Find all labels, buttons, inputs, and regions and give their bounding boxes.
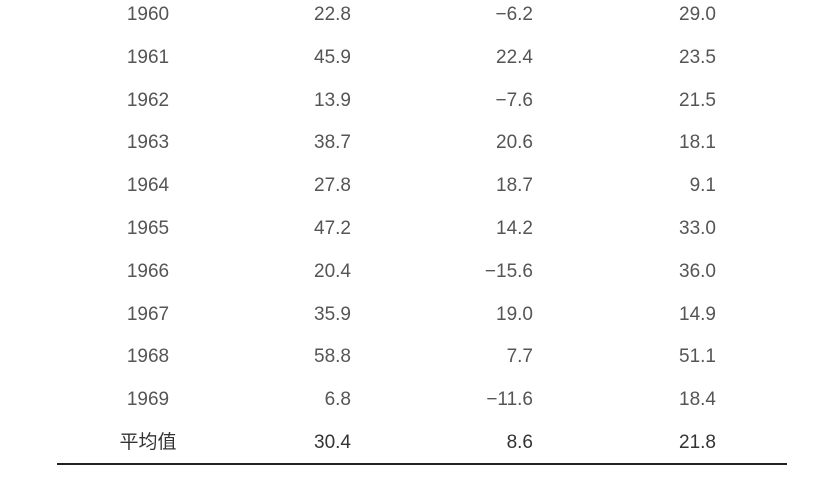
row-label: 1962 [126, 89, 170, 111]
table-cell: 38.7 [314, 132, 351, 154]
table-cell: −7.6 [495, 89, 533, 111]
table-cell: 6.8 [324, 389, 351, 411]
table-cell: 14.2 [496, 218, 533, 239]
table-cell: −11.6 [486, 389, 533, 411]
table-cell: 8.6 [506, 432, 533, 453]
row-label: 1960 [126, 4, 170, 25]
table-cell: 47.2 [314, 218, 351, 239]
table-cell: 7.7 [506, 346, 533, 368]
table-cell: 22.4 [496, 46, 533, 68]
table-cell: 36.0 [679, 260, 716, 282]
table-cell: −6.2 [495, 4, 533, 25]
row-label: 1961 [126, 46, 170, 68]
table-cell: 27.8 [314, 175, 351, 197]
row-label: 1965 [126, 218, 170, 239]
table-cell: 20.4 [314, 260, 351, 282]
row-label: 1964 [126, 175, 170, 197]
row-label: 平均值 [119, 432, 177, 453]
table-cell: 29.0 [679, 4, 716, 25]
table-cell: 21.8 [679, 432, 716, 453]
table-cell: 51.1 [679, 346, 716, 368]
table-cell: 14.9 [679, 303, 716, 325]
row-label: 1967 [126, 303, 170, 325]
table-cell: 20.6 [496, 132, 533, 154]
table-cell: 58.8 [314, 346, 351, 368]
table-cell: 9.1 [689, 175, 716, 197]
row-label: 1969 [126, 389, 170, 411]
row-label: 1963 [126, 132, 170, 154]
table-cell: 18.4 [679, 389, 716, 411]
table-cell: 18.7 [496, 175, 533, 197]
table-cell: 22.8 [314, 4, 351, 25]
table-cell: 45.9 [314, 46, 351, 68]
table-cell: 19.0 [496, 303, 533, 325]
row-label: 1968 [126, 346, 170, 368]
table-cell: 21.5 [679, 89, 716, 111]
table-cell: 33.0 [679, 218, 716, 239]
table-cell: 13.9 [314, 89, 351, 111]
bottom-rule [57, 463, 787, 465]
table-cell: 35.9 [314, 303, 351, 325]
row-label: 1966 [126, 260, 170, 282]
table-cell: 23.5 [679, 46, 716, 68]
table-cell: −15.6 [484, 260, 533, 282]
table-cell: 18.1 [679, 132, 716, 154]
table-cell: 30.4 [314, 432, 351, 453]
